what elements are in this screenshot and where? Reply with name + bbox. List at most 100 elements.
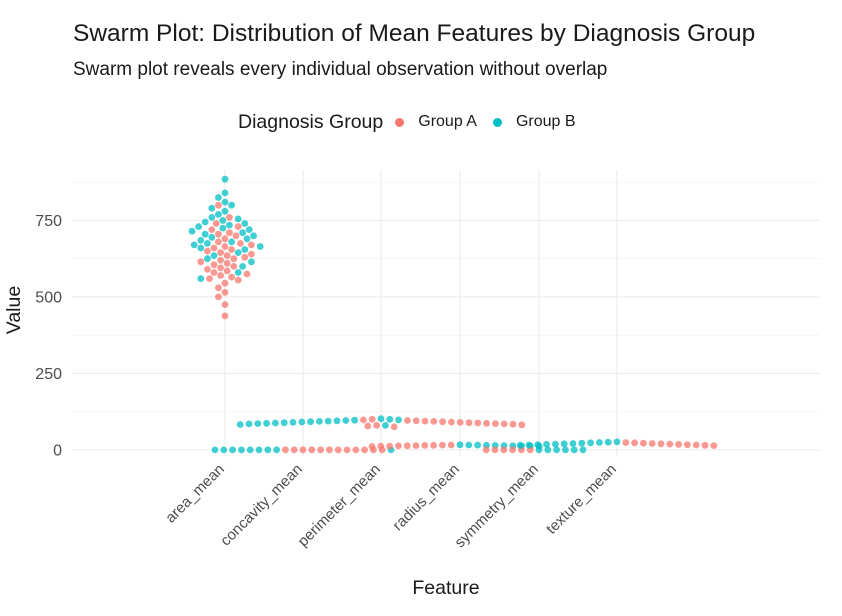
point-area_mean-group-b <box>208 214 216 221</box>
point-concavity_mean-group-b <box>264 446 272 454</box>
point-area_mean-group-a <box>217 264 225 272</box>
point-area_mean-group-a <box>221 289 229 296</box>
data-points <box>188 175 718 454</box>
point-perimeter_mean-group-a <box>509 420 517 428</box>
point-perimeter_mean-group-b <box>236 421 244 428</box>
point-area_mean-group-b <box>221 189 229 197</box>
point-area_mean-group-b <box>201 218 209 226</box>
x-tick-label: symmetry_mean <box>451 461 541 551</box>
point-perimeter_mean-group-a <box>518 421 526 429</box>
point-area_mean-group-a <box>221 243 229 250</box>
point-area_mean-group-b <box>215 194 222 201</box>
point-perimeter_mean-group-a <box>448 418 455 426</box>
legend-title: Diagnosis Group <box>238 110 384 133</box>
point-area_mean-group-a <box>223 259 231 267</box>
point-radius_mean-group-a <box>439 441 446 449</box>
point-perimeter_mean-group-a <box>421 417 429 425</box>
point-area_mean-group-a <box>217 272 225 279</box>
point-area_mean-group-b <box>245 226 253 234</box>
point-area_mean-group-b <box>250 232 257 240</box>
point-texture_mean-group-a <box>657 440 665 448</box>
legend-key-group-b <box>492 117 502 127</box>
point-area_mean-group-a <box>206 275 214 282</box>
point-perimeter_mean-group-a <box>500 420 508 428</box>
legend-label-group-a: Group A <box>418 113 477 130</box>
point-concavity_mean-group-b <box>255 446 263 454</box>
x-tick-label: area_mean <box>162 461 228 527</box>
point-perimeter_mean-group-a <box>456 419 464 426</box>
point-area_mean-group-a <box>204 266 211 273</box>
point-texture_mean-group-b <box>543 441 550 448</box>
point-area_mean-group-a <box>223 252 231 259</box>
legend: Diagnosis Group Group A Group B <box>238 108 592 136</box>
point-area_mean-group-a <box>232 232 240 240</box>
point-radius_mean-group-a <box>386 442 393 450</box>
point-area_mean-group-b <box>221 175 229 183</box>
point-area_mean-group-b <box>201 230 209 238</box>
point-texture_mean-group-b <box>596 439 603 446</box>
point-area_mean-group-a <box>223 267 231 275</box>
point-area_mean-group-b <box>219 217 227 224</box>
point-perimeter_mean-group-b <box>333 417 341 425</box>
y-tick-label: 500 <box>35 289 62 306</box>
point-area_mean-group-b <box>226 221 233 229</box>
point-radius_mean-group-a <box>403 442 411 450</box>
point-area_mean-group-a <box>215 230 222 238</box>
point-texture_mean-group-a <box>666 440 674 448</box>
legend-item-group-b: Group B <box>492 113 576 131</box>
point-area_mean-group-a <box>226 214 233 221</box>
point-area_mean-group-b <box>256 243 264 250</box>
point-symmetry_mean-group-a <box>491 446 499 454</box>
point-texture_mean-group-a <box>692 441 700 449</box>
point-concavity_mean-group-a <box>290 446 298 454</box>
point-texture_mean-group-a <box>701 441 709 449</box>
point-radius_mean-group-b <box>456 441 464 449</box>
point-area_mean-group-b <box>197 244 205 252</box>
point-texture_mean-group-b <box>587 439 594 447</box>
point-texture_mean-group-b <box>552 440 559 448</box>
point-perimeter_mean-group-a <box>368 415 376 423</box>
point-area_mean-group-a <box>215 201 222 209</box>
point-radius_mean-group-a <box>412 442 420 449</box>
point-area_mean-group-b <box>239 229 247 237</box>
point-area_mean-group-b <box>243 235 251 243</box>
point-radius_mean-group-b <box>474 441 481 449</box>
point-perimeter_mean-group-b <box>245 420 253 428</box>
point-radius_mean-group-a <box>430 441 437 449</box>
point-area_mean-group-b <box>210 252 218 259</box>
point-perimeter_mean-group-a <box>404 417 411 424</box>
point-area_mean-group-a <box>215 238 222 246</box>
point-area_mean-group-a <box>241 253 249 261</box>
point-concavity_mean-group-b <box>273 446 280 454</box>
point-area_mean-group-b <box>208 204 216 212</box>
point-area_mean-group-a <box>234 276 242 284</box>
point-area_mean-group-a <box>204 247 211 255</box>
point-perimeter_mean-group-a <box>492 420 499 427</box>
point-perimeter_mean-group-b <box>395 416 402 424</box>
point-perimeter_mean-group-b <box>386 415 394 423</box>
point-area_mean-group-a <box>228 246 236 253</box>
point-area_mean-group-a <box>234 223 242 231</box>
point-area_mean-group-b <box>204 255 211 263</box>
x-axis-title: Feature <box>412 577 479 599</box>
point-area_mean-group-b <box>241 246 249 253</box>
point-area_mean-group-a <box>230 263 238 270</box>
point-area_mean-group-a <box>221 235 229 243</box>
point-concavity_mean-group-a <box>334 446 342 454</box>
legend-item-group-a: Group A <box>395 113 477 131</box>
point-texture_mean-group-b <box>534 441 542 449</box>
point-texture_mean-group-a <box>710 442 718 449</box>
legend-key-group-a <box>395 117 405 127</box>
point-area_mean-group-a <box>208 226 216 234</box>
point-radius_mean-group-a <box>447 441 455 449</box>
point-concavity_mean-group-a <box>326 446 333 454</box>
point-area_mean-group-a <box>210 261 218 269</box>
point-area_mean-group-b <box>197 237 205 244</box>
y-tick-label: 250 <box>35 366 62 383</box>
point-texture_mean-group-b <box>604 438 612 446</box>
point-symmetry_mean-group-a <box>482 446 490 454</box>
chart-subtitle: Swarm plot reveals every individual obse… <box>73 59 608 80</box>
point-perimeter_mean-group-b <box>316 418 323 425</box>
